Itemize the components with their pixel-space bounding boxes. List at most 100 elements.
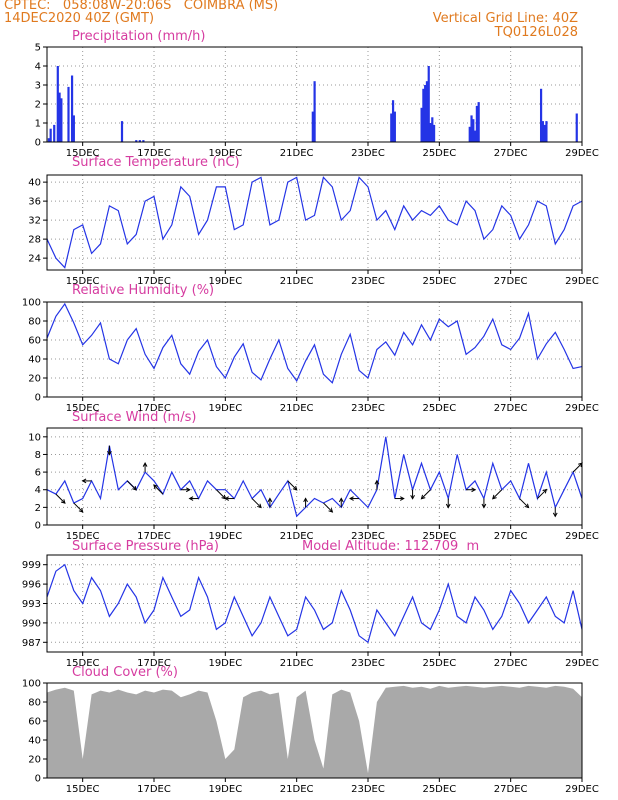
precip-bar [545, 121, 548, 142]
wind-frame [46, 427, 583, 526]
precip-bar [422, 88, 425, 142]
precip-bar [470, 115, 473, 142]
y-tick-label: 40 [28, 178, 41, 189]
wind-arrow-head [60, 499, 66, 504]
y-tick-label: 80 [28, 698, 41, 709]
grid-note: Vertical Grid Line: 40Z [432, 11, 578, 26]
wind-arrow [572, 462, 583, 473]
x-tick-label: 15DEC [66, 531, 100, 542]
wind-arrow [153, 484, 164, 495]
y-tick-label: 996 [22, 580, 41, 591]
x-tick-label: 17DEC [137, 658, 171, 669]
wind-arrow-head [292, 485, 298, 491]
precip-bar [432, 124, 436, 142]
y-tick-label: 80 [28, 317, 41, 328]
x-tick-label: 27DEC [494, 276, 528, 287]
precip-bar [475, 105, 478, 142]
y-tick-label: 4 [35, 485, 41, 496]
temp-title: Surface Temperature (nC) [72, 155, 240, 170]
y-tick-label: 5 [35, 43, 41, 54]
precip-bar [541, 121, 544, 142]
x-tick-label: 17DEC [137, 531, 171, 542]
x-tick-label: 27DEC [494, 658, 528, 669]
wind-arrow-head [142, 462, 148, 467]
header-line-1: CPTEC: 058:08W-20:06S COIMBRA (MS) [4, 0, 279, 13]
y-tick-label: 0 [35, 774, 41, 785]
temp-line [46, 176, 583, 269]
x-tick-label: 17DEC [137, 276, 171, 287]
header-line-2: 14DEC2020 40Z (GMT) [4, 11, 155, 26]
wind-arrow [421, 489, 431, 500]
wind-arrow-head [492, 494, 497, 500]
wind-arrow [492, 489, 503, 500]
x-tick-label: 25DEC [422, 531, 456, 542]
precip-bar [47, 138, 50, 142]
wind-arrow [287, 480, 298, 491]
wind-arrow-head [303, 497, 308, 503]
x-tick-label: 29DEC [565, 784, 599, 795]
rh-panel: 0 20 40 60 80 100 15DEC 17DEC 19DEC 21DEC 23DEC 25D… [22, 298, 599, 415]
y-tick-label: 20 [28, 374, 41, 385]
x-tick-label: 15DEC [66, 276, 100, 287]
y-tick-label: 2 [35, 100, 41, 111]
wind-arrow-head [267, 497, 273, 503]
x-tick-label: 25DEC [422, 148, 456, 159]
wind-title: Surface Wind (m/s) [72, 410, 197, 425]
precip-bar [311, 111, 314, 142]
precip-bar [391, 100, 395, 142]
precip-bar [543, 124, 546, 142]
precip-bar [53, 124, 56, 142]
wind-panel: 0 2 4 6 8 10 15DEC 17DEC 19DEC 21DEC 23DEC 25DEC 27D… [28, 427, 599, 542]
x-tick-label: 29DEC [565, 531, 599, 542]
y-tick-label: 36 [28, 197, 41, 208]
wind-arrow-head [542, 488, 548, 494]
precip-bar [575, 113, 578, 142]
temp-frame [46, 174, 583, 271]
cloud-area [47, 685, 582, 778]
precip-bar [58, 92, 61, 142]
wind-arrow-head [349, 496, 354, 501]
wind-arrow [126, 480, 137, 491]
x-tick-label: 27DEC [494, 531, 528, 542]
precip-bar [393, 111, 396, 142]
wind-arrow-head [153, 484, 158, 490]
run-code: TQ0126L028 [494, 25, 578, 40]
precip-bar [120, 121, 124, 142]
y-tick-label: 10 [28, 432, 41, 443]
x-tick-label: 23DEC [351, 148, 385, 159]
precip-title: Precipitation (mm/h) [72, 29, 206, 44]
y-tick-label: 3 [35, 81, 41, 92]
precip-bar [135, 140, 138, 142]
wind-arrow [519, 498, 529, 508]
x-tick-label: 29DEC [565, 148, 599, 159]
y-tick-label: 0 [35, 521, 41, 532]
x-tick-label: 27DEC [494, 148, 528, 159]
x-tick-label: 29DEC [565, 403, 599, 414]
y-tick-label: 100 [22, 679, 41, 690]
y-tick-label: 20 [28, 755, 41, 766]
rh-title: Relative Humidity (%) [72, 283, 215, 298]
wind-arrow-head [78, 507, 84, 513]
precip-bar [138, 140, 141, 142]
y-tick-label: 28 [28, 235, 41, 246]
wind-arrow-head [186, 487, 191, 493]
x-tick-label: 15DEC [66, 784, 100, 795]
press-subtitle: Model Altitude: 112.709 m [302, 539, 480, 554]
precip-panel: 0 1 2 3 4 5 15DEC 17DEC 19DEC 21DEC 23DEC 25DEC 27DE… [35, 43, 599, 160]
x-tick-label: 15DEC [66, 403, 100, 414]
x-tick-label: 21DEC [280, 148, 314, 159]
rh-line [46, 302, 583, 384]
precip-bar [56, 66, 59, 142]
x-tick-label: 21DEC [280, 276, 314, 287]
x-tick-label: 21DEC [280, 403, 314, 414]
precip-bar [425, 81, 429, 142]
wind-arrow [216, 489, 226, 500]
precip-bar [313, 81, 316, 142]
precip-bar [70, 75, 74, 142]
precip-bar [472, 119, 475, 142]
y-tick-label: 60 [28, 717, 41, 728]
x-tick-label: 29DEC [565, 276, 599, 287]
x-tick-label: 21DEC [280, 531, 314, 542]
x-tick-label: 23DEC [351, 531, 385, 542]
